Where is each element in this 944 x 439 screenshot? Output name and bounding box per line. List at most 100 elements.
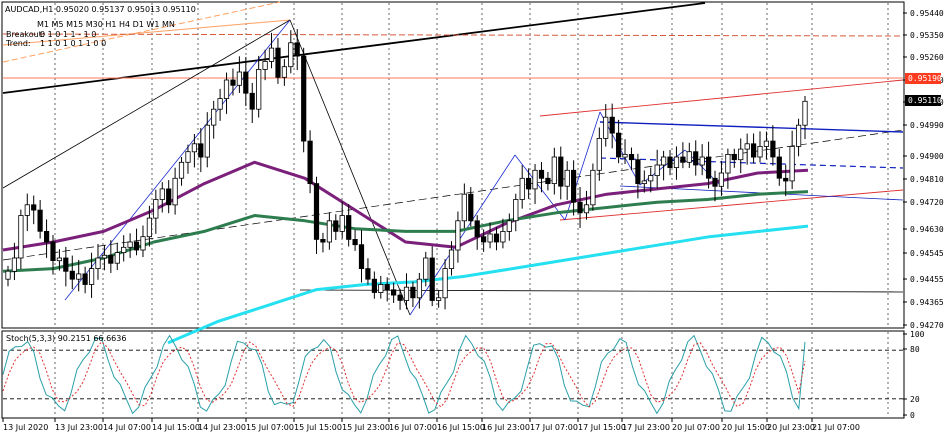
candle[interactable]	[217, 98, 223, 110]
candle[interactable]	[770, 140, 776, 158]
candle[interactable]	[281, 66, 288, 78]
candle[interactable]	[725, 153, 731, 174]
candle[interactable]	[673, 156, 680, 169]
candle[interactable]	[506, 220, 512, 232]
candle[interactable]	[603, 116, 609, 139]
candle[interactable]	[358, 244, 365, 269]
candle[interactable]	[268, 47, 275, 62]
candle[interactable]	[69, 270, 75, 280]
candle[interactable]	[448, 249, 455, 270]
candle[interactable]	[532, 169, 538, 190]
candle[interactable]	[796, 124, 802, 147]
candle[interactable]	[63, 257, 69, 272]
candle[interactable]	[256, 69, 262, 110]
candle[interactable]	[622, 153, 628, 158]
candle[interactable]	[763, 140, 770, 147]
candle[interactable]	[31, 204, 37, 211]
candle[interactable]	[551, 156, 557, 185]
candle[interactable]	[635, 159, 641, 184]
candle[interactable]	[442, 268, 448, 299]
candle[interactable]	[44, 230, 50, 243]
candle[interactable]	[50, 241, 56, 262]
candle[interactable]	[185, 151, 191, 163]
candle[interactable]	[24, 204, 30, 216]
candle[interactable]	[95, 257, 101, 270]
candle[interactable]	[127, 241, 133, 248]
candle[interactable]	[526, 177, 532, 190]
candle[interactable]	[140, 236, 146, 251]
candle[interactable]	[609, 116, 615, 134]
candle[interactable]	[706, 156, 712, 179]
candle[interactable]	[461, 193, 467, 222]
candle[interactable]	[718, 172, 725, 187]
candle[interactable]	[802, 100, 808, 126]
candle[interactable]	[339, 215, 345, 232]
candle[interactable]	[693, 151, 699, 166]
candle[interactable]	[236, 71, 242, 86]
candle[interactable]	[648, 175, 654, 182]
candle[interactable]	[153, 199, 159, 219]
candle[interactable]	[294, 42, 300, 57]
candle[interactable]	[699, 156, 705, 166]
candle[interactable]	[178, 161, 185, 179]
candle[interactable]	[89, 268, 95, 285]
candle[interactable]	[429, 257, 435, 301]
candle[interactable]	[686, 151, 692, 163]
candle[interactable]	[564, 169, 570, 187]
candle[interactable]	[56, 257, 63, 262]
candle[interactable]	[744, 143, 750, 150]
candle[interactable]	[596, 137, 602, 171]
candle[interactable]	[493, 233, 500, 243]
candle[interactable]	[378, 284, 384, 293]
candle[interactable]	[76, 273, 82, 280]
candle[interactable]	[590, 169, 596, 206]
candle[interactable]	[166, 188, 172, 206]
candle[interactable]	[571, 169, 577, 203]
candle[interactable]	[654, 164, 660, 177]
candle[interactable]	[262, 61, 268, 70]
candle[interactable]	[616, 132, 622, 158]
candle[interactable]	[204, 124, 210, 158]
candle[interactable]	[333, 220, 339, 232]
candle[interactable]	[384, 284, 390, 291]
candle[interactable]	[301, 55, 307, 142]
candle[interactable]	[435, 297, 442, 301]
candle[interactable]	[37, 209, 43, 232]
candle[interactable]	[577, 201, 583, 214]
candle[interactable]	[191, 143, 197, 153]
candle[interactable]	[751, 143, 757, 158]
candle[interactable]	[538, 169, 545, 179]
candle[interactable]	[371, 278, 378, 293]
candle[interactable]	[712, 177, 718, 187]
candle[interactable]	[230, 79, 236, 86]
candle[interactable]	[545, 177, 551, 185]
candle[interactable]	[474, 220, 480, 238]
candle[interactable]	[423, 257, 429, 280]
candle[interactable]	[249, 92, 255, 110]
candle[interactable]	[320, 238, 326, 243]
candle[interactable]	[307, 140, 313, 185]
candle[interactable]	[365, 268, 371, 280]
candles[interactable]	[5, 29, 808, 310]
candle[interactable]	[487, 233, 493, 243]
candle[interactable]	[628, 153, 635, 161]
candle[interactable]	[326, 220, 333, 243]
candle[interactable]	[223, 79, 230, 100]
candle[interactable]	[133, 241, 140, 251]
candle[interactable]	[731, 153, 737, 161]
candle[interactable]	[789, 145, 795, 182]
candle[interactable]	[211, 108, 217, 126]
candle[interactable]	[416, 278, 423, 299]
candle[interactable]	[114, 252, 120, 264]
candle[interactable]	[346, 215, 352, 240]
candle[interactable]	[783, 177, 789, 182]
candle[interactable]	[680, 156, 686, 163]
candle[interactable]	[519, 177, 525, 200]
candle[interactable]	[513, 199, 519, 222]
candle[interactable]	[146, 217, 152, 238]
candle[interactable]	[410, 286, 416, 299]
candle[interactable]	[11, 257, 17, 272]
candle[interactable]	[500, 230, 506, 243]
